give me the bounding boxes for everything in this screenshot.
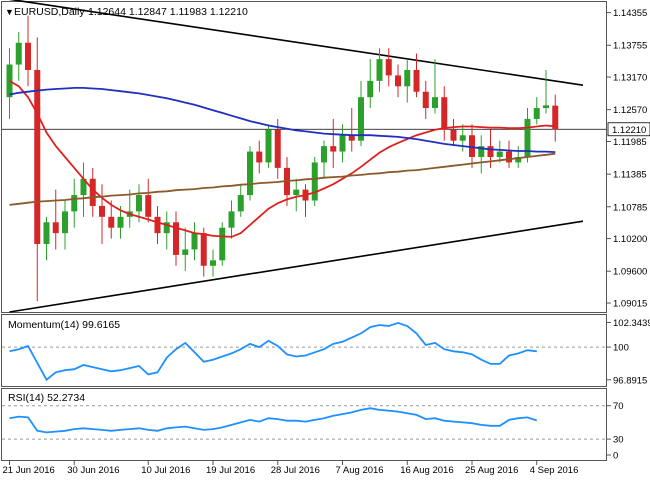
candle bbox=[266, 124, 272, 168]
candle-body bbox=[34, 70, 40, 244]
price-tick-label: 1.10785 bbox=[613, 202, 647, 213]
momentum-tick-label: 100 bbox=[613, 343, 629, 354]
price-tick-label: 1.12570 bbox=[613, 105, 647, 116]
momentum-title: Momentum(14) 99.6165 bbox=[8, 319, 120, 331]
candle-body bbox=[238, 195, 244, 211]
date-tick-label: 21 Jun 2016 bbox=[3, 465, 55, 476]
candle-body bbox=[506, 152, 512, 163]
candle-body bbox=[210, 260, 216, 265]
candle-body bbox=[44, 222, 50, 244]
candle-body bbox=[99, 206, 105, 217]
date-tick-label: 16 Aug 2016 bbox=[400, 465, 453, 476]
rsi-tick-label: 70 bbox=[613, 401, 624, 412]
candle-body bbox=[201, 233, 207, 266]
candle-body bbox=[16, 43, 22, 65]
candle bbox=[312, 157, 318, 206]
candle-body bbox=[386, 59, 392, 75]
symbol-label: EURUSD,Daily bbox=[14, 6, 85, 18]
candle-body bbox=[460, 135, 466, 140]
candle-body bbox=[7, 65, 13, 98]
candle-body bbox=[155, 217, 161, 233]
candle-body bbox=[25, 43, 31, 70]
price-tick-label: 1.13755 bbox=[613, 41, 647, 52]
rsi-tick-label: 0 bbox=[613, 451, 618, 462]
date-tick-label: 25 Aug 2016 bbox=[465, 465, 518, 476]
price-tick-label: 1.13170 bbox=[613, 73, 647, 84]
candle-body bbox=[275, 130, 281, 168]
price-pane-arrow-icon: ▼ bbox=[5, 7, 14, 17]
candle bbox=[247, 146, 253, 200]
rsi-title: RSI(14) 52.2734 bbox=[8, 392, 85, 404]
date-tick-label: 19 Jul 2016 bbox=[206, 465, 255, 476]
candle-body bbox=[330, 146, 336, 151]
momentum-tick-label: 102.3439 bbox=[613, 318, 650, 329]
date-tick-label: 10 Jul 2016 bbox=[141, 465, 190, 476]
momentum-tick-label: 96.8915 bbox=[613, 375, 647, 386]
candle-body bbox=[377, 59, 383, 81]
candle-body bbox=[229, 211, 235, 227]
price-tick-label: 1.09600 bbox=[613, 267, 647, 278]
date-tick-label: 28 Jul 2016 bbox=[271, 465, 320, 476]
price-tick-label: 1.11385 bbox=[613, 170, 647, 181]
candle-body bbox=[53, 222, 59, 233]
candle-body bbox=[321, 146, 327, 162]
price-tick-label: 1.14355 bbox=[613, 8, 647, 19]
candle-body bbox=[182, 249, 188, 254]
candle-body bbox=[108, 217, 114, 228]
candle-body bbox=[293, 190, 299, 195]
date-tick-label: 7 Aug 2016 bbox=[336, 465, 384, 476]
candle-body bbox=[266, 130, 272, 163]
candle-body bbox=[432, 97, 438, 108]
candle-body bbox=[145, 195, 151, 217]
candle-body bbox=[497, 152, 503, 157]
candle-body bbox=[488, 146, 494, 157]
candle-body bbox=[256, 152, 262, 163]
candle-body bbox=[441, 97, 447, 130]
candle-body bbox=[404, 70, 410, 86]
candle bbox=[219, 222, 225, 266]
candle-body bbox=[247, 152, 253, 196]
date-tick-label: 4 Sep 2016 bbox=[530, 465, 579, 476]
candle-body bbox=[71, 195, 77, 211]
ohlc-label: 1.12644 1.12847 1.11983 1.12210 bbox=[88, 6, 248, 18]
rsi-tick-label: 30 bbox=[613, 435, 624, 446]
candle-body bbox=[62, 211, 68, 233]
candle-body bbox=[340, 135, 346, 151]
candle-body bbox=[312, 162, 318, 200]
candle-body bbox=[358, 97, 364, 141]
candle-body bbox=[451, 130, 457, 141]
candle-body bbox=[423, 92, 429, 108]
candle-body bbox=[118, 217, 124, 228]
candle-body bbox=[136, 195, 142, 211]
current-price-label: 1.12210 bbox=[612, 125, 646, 136]
date-tick-label: 30 Jun 2016 bbox=[67, 465, 119, 476]
price-tick-label: 1.11985 bbox=[613, 137, 647, 148]
candle-body bbox=[395, 75, 401, 86]
candle-body bbox=[367, 81, 373, 97]
candle-body bbox=[219, 228, 225, 261]
candle-body bbox=[534, 108, 540, 119]
candle-body bbox=[192, 233, 198, 249]
price-tick-label: 1.10200 bbox=[613, 234, 647, 245]
price-tick-label: 1.09015 bbox=[613, 299, 647, 310]
candle-body bbox=[414, 70, 420, 92]
candle-body bbox=[543, 105, 549, 108]
